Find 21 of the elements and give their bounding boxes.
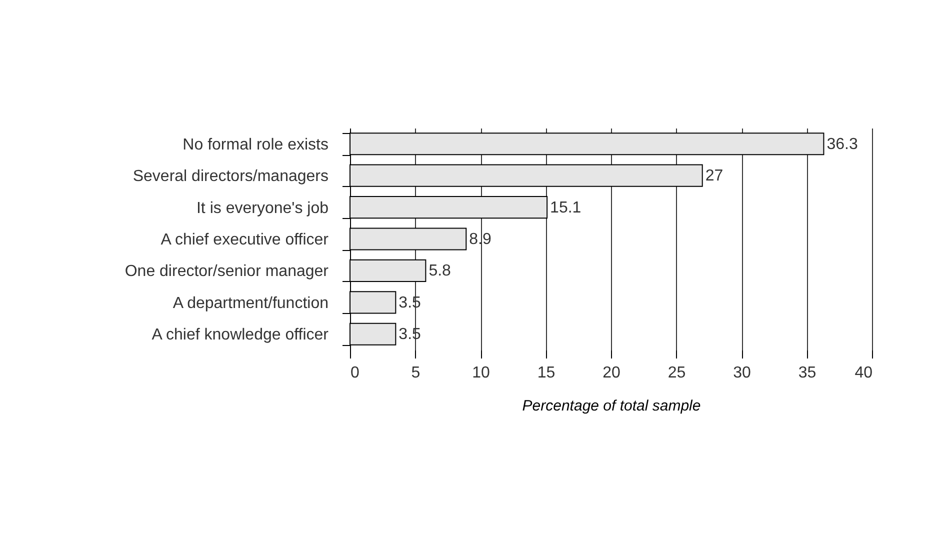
x-tick-label: 10 — [472, 364, 490, 382]
y-tick-label: One director/senior manager — [124, 263, 330, 280]
x-axis-title: Percentage of total sample — [522, 398, 701, 414]
x-tick-label: 5 — [411, 364, 420, 382]
data-label: 36.3 — [826, 136, 858, 153]
y-tick-label: A department/function — [172, 294, 328, 312]
x-tick-label: 30 — [733, 364, 751, 382]
y-tick-label: It is everyone's job — [196, 200, 329, 217]
data-label: 15.1 — [550, 199, 582, 216]
x-tick-label: 40 — [854, 364, 873, 382]
x-tick-label: 25 — [668, 364, 686, 382]
x-tick-label: 0 — [350, 364, 360, 382]
y-tick-label: A chief knowledge officer — [152, 326, 330, 344]
data-label: 5.8 — [428, 262, 452, 280]
x-tick-label: 35 — [798, 364, 816, 382]
x-tick-label: 20 — [602, 364, 620, 382]
y-tick-label: No formal role exists — [182, 136, 328, 154]
x-tick-label: 15 — [537, 364, 556, 382]
y-tick-label: A chief executive officer — [160, 232, 330, 248]
data-label: 27 — [705, 168, 724, 185]
y-tick-label: Several directors/managers — [132, 168, 328, 186]
